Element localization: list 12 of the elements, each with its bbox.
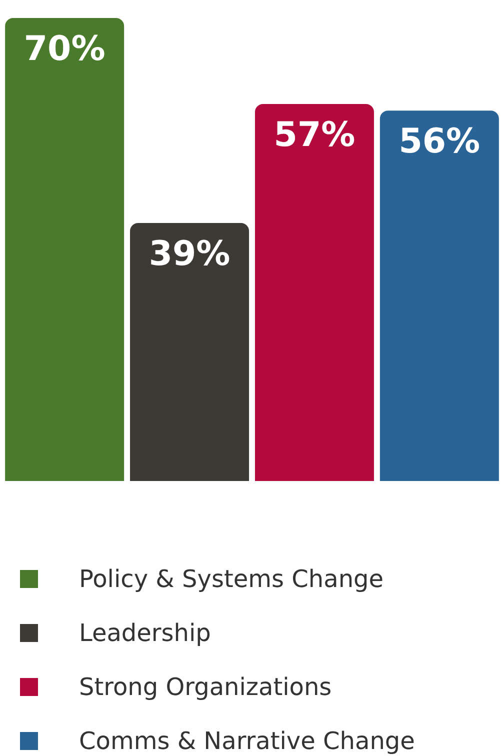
legend-label: Policy & Systems Change [79,565,384,593]
legend-label: Strong Organizations [79,673,332,701]
data-label: 57% [274,114,356,155]
data-label: 39% [148,234,230,274]
data-label: 56% [398,122,480,162]
legend-label: Leadership [79,619,211,647]
bar [380,110,499,481]
bar [5,18,124,481]
bar [254,104,374,481]
legend-label: Comms & Narrative Change [79,727,415,755]
data-label: 70% [24,29,106,69]
bar [130,223,250,481]
